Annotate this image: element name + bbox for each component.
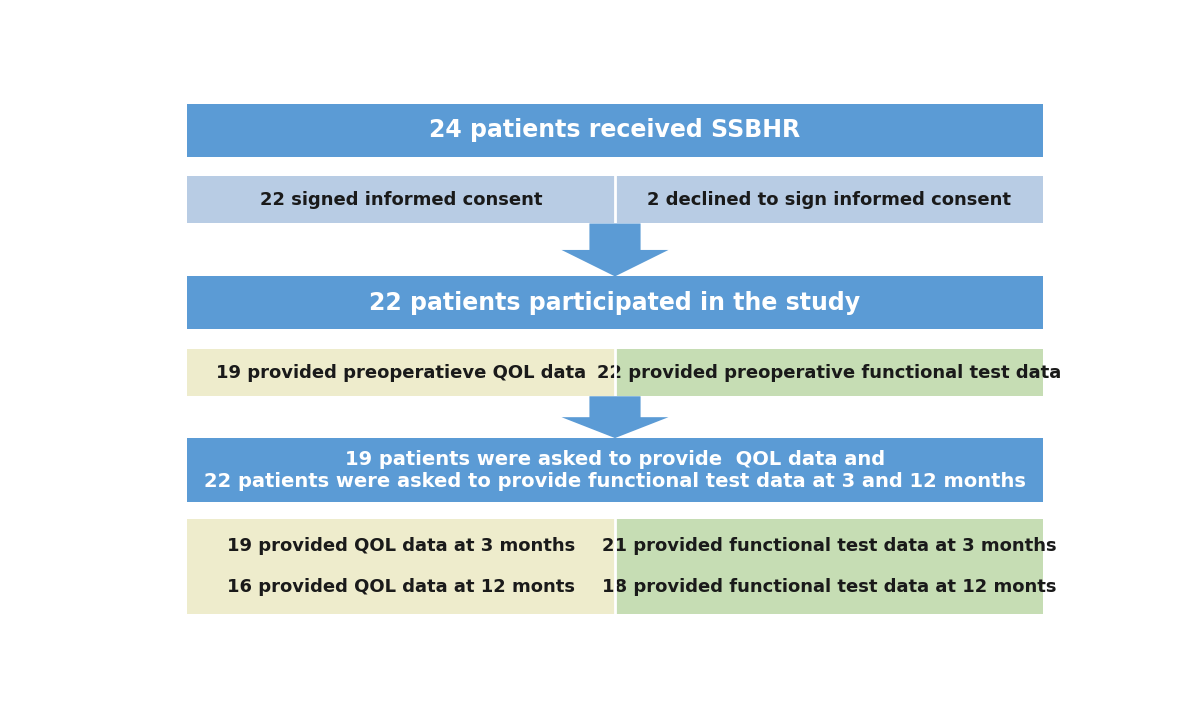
Text: 24 patients received SSBHR: 24 patients received SSBHR bbox=[430, 118, 800, 142]
Bar bbox=[616, 519, 1043, 614]
Text: 21 provided functional test data at 3 months

18 provided functional test data a: 21 provided functional test data at 3 mo… bbox=[601, 536, 1056, 596]
Text: 22 signed informed consent: 22 signed informed consent bbox=[260, 190, 542, 209]
Bar bbox=[187, 277, 1043, 329]
Text: 2 declined to sign informed consent: 2 declined to sign informed consent bbox=[647, 190, 1010, 209]
Bar bbox=[616, 176, 1043, 224]
Text: 22 patients participated in the study: 22 patients participated in the study bbox=[370, 291, 860, 315]
Text: 22 provided preoperative functional test data: 22 provided preoperative functional test… bbox=[596, 363, 1061, 382]
Text: 19 patients were asked to provide  QOL data and
22 patients were asked to provid: 19 patients were asked to provide QOL da… bbox=[204, 450, 1026, 491]
Polygon shape bbox=[562, 224, 668, 277]
Bar bbox=[187, 176, 616, 224]
Bar bbox=[187, 349, 616, 396]
Polygon shape bbox=[562, 396, 668, 438]
Bar bbox=[187, 438, 1043, 502]
Text: 19 provided QOL data at 3 months

16 provided QOL data at 12 monts: 19 provided QOL data at 3 months 16 prov… bbox=[227, 536, 575, 596]
Bar bbox=[187, 519, 616, 614]
Bar bbox=[187, 104, 1043, 156]
Bar bbox=[616, 349, 1043, 396]
Text: 19 provided preoperatieve QOL data: 19 provided preoperatieve QOL data bbox=[216, 363, 586, 382]
